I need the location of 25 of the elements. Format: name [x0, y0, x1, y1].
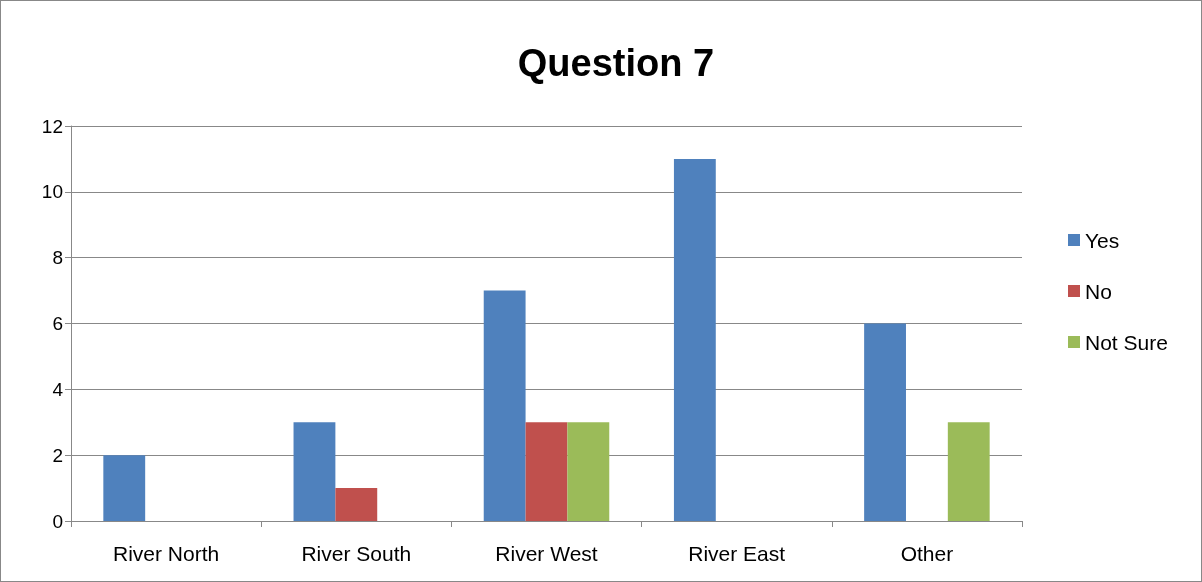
- legend-label: Yes: [1085, 228, 1120, 252]
- bar: [335, 488, 378, 521]
- y-tick-label: 6: [52, 313, 63, 334]
- bar: [293, 422, 336, 521]
- bar: [525, 422, 568, 521]
- bar: [567, 422, 610, 521]
- x-tick-label: River West: [495, 542, 598, 565]
- legend-label: Not Sure: [1085, 330, 1168, 354]
- y-tick-label: 4: [52, 378, 64, 400]
- y-tick-label: 2: [52, 444, 63, 466]
- chart-title: Question 7: [517, 42, 715, 84]
- y-tick-label: 12: [41, 115, 63, 137]
- y-tick-label: 10: [41, 181, 63, 203]
- bar: [864, 323, 906, 521]
- bar: [483, 290, 526, 521]
- bar: [103, 455, 146, 521]
- bar: [673, 158, 716, 521]
- x-tick-label: Other: [900, 542, 954, 565]
- x-tick-label: River North: [113, 542, 220, 565]
- x-tick-label: River East: [688, 542, 786, 565]
- x-tick-label: River South: [301, 542, 412, 565]
- y-tick-label: 0: [52, 510, 63, 532]
- legend-label: No: [1085, 279, 1112, 303]
- bar: [947, 422, 990, 521]
- y-tick-label: 8: [52, 247, 63, 269]
